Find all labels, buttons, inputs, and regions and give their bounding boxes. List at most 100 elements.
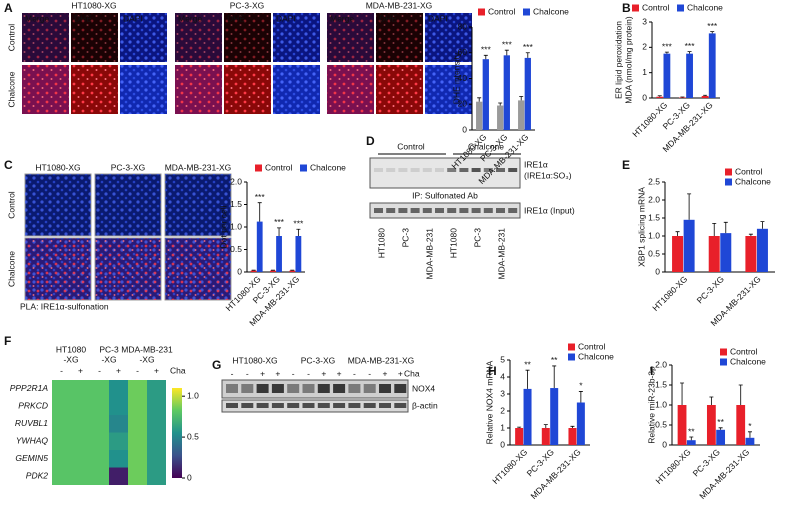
column-label: - bbox=[60, 365, 63, 375]
colorbar bbox=[172, 388, 182, 478]
error-bar bbox=[277, 227, 282, 236]
band bbox=[241, 403, 254, 408]
heatmap-cell bbox=[71, 380, 90, 398]
bar bbox=[256, 221, 263, 272]
bar bbox=[656, 96, 664, 98]
panel-letter: D bbox=[366, 134, 375, 148]
band bbox=[410, 208, 420, 213]
heatmap-cell bbox=[52, 415, 71, 433]
y-axis-label: XBP1 splicing mRNA bbox=[636, 187, 646, 267]
heatmap-cell bbox=[71, 467, 90, 485]
row-label: YWHAQ bbox=[16, 436, 49, 446]
band bbox=[256, 384, 269, 393]
caption: PLA: IRE1α-sulfonation bbox=[20, 301, 109, 311]
cell-line-label: HT1080-XG bbox=[71, 0, 116, 10]
lane-label: HT1080 bbox=[448, 228, 458, 259]
band-label: β-actin bbox=[412, 400, 438, 410]
legend-label: Control bbox=[578, 341, 606, 351]
bar bbox=[289, 270, 296, 272]
panel-letter: B bbox=[622, 1, 631, 15]
band bbox=[363, 384, 376, 393]
micrograph-signal bbox=[25, 238, 91, 300]
column-label: + bbox=[154, 365, 159, 375]
legend-swatch bbox=[568, 343, 575, 351]
y-tick-label: 4 bbox=[500, 371, 505, 381]
column-label: - bbox=[98, 365, 101, 375]
y-tick-label: 1 bbox=[500, 422, 505, 432]
y-axis-label: MDA (nmol/mg protein) bbox=[623, 16, 633, 104]
micrograph-signal bbox=[95, 174, 161, 236]
bar bbox=[270, 270, 276, 272]
significance: *** bbox=[255, 192, 266, 202]
band-label: NOX4 bbox=[412, 383, 435, 393]
bar bbox=[524, 57, 531, 130]
group-label: -XG bbox=[139, 354, 154, 364]
heatmap-cell bbox=[52, 432, 71, 450]
band bbox=[410, 168, 420, 172]
error-bar bbox=[477, 97, 482, 102]
micrograph-signal bbox=[175, 13, 222, 62]
heatmap-cell bbox=[147, 415, 166, 433]
bar bbox=[745, 236, 757, 272]
bar bbox=[686, 440, 696, 445]
legend-label: Chalcone bbox=[578, 351, 614, 361]
heatmap-cell bbox=[109, 467, 128, 485]
heatmap-cell bbox=[128, 432, 147, 450]
group-label: HT1080-XG bbox=[232, 355, 277, 365]
channel-label: DHE bbox=[74, 13, 92, 23]
group-label: PC-3 bbox=[99, 344, 119, 354]
error-bar bbox=[664, 51, 669, 54]
error-bar bbox=[504, 49, 509, 56]
micrograph-signal bbox=[71, 13, 118, 62]
band bbox=[394, 403, 407, 408]
band bbox=[508, 208, 518, 213]
bar bbox=[550, 388, 559, 445]
error-bar bbox=[525, 369, 530, 389]
bar bbox=[476, 101, 483, 130]
y-tick-label: 1.5 bbox=[648, 212, 660, 222]
error-bar bbox=[257, 202, 262, 222]
heatmap-cell bbox=[109, 415, 128, 433]
bar bbox=[708, 33, 716, 98]
row-label: PDK2 bbox=[26, 471, 48, 481]
bar bbox=[576, 402, 585, 445]
blot bbox=[369, 202, 521, 219]
legend-swatch bbox=[725, 168, 732, 176]
y-axis-label: Dot per cell bbox=[218, 205, 228, 248]
bar bbox=[541, 428, 550, 445]
legend-swatch bbox=[677, 4, 684, 12]
error-bar bbox=[657, 95, 662, 97]
error-bar bbox=[296, 228, 301, 236]
band bbox=[447, 168, 457, 172]
panel-letter: F bbox=[4, 334, 11, 348]
legend-label: Chalcone bbox=[735, 176, 771, 186]
micrograph-signal bbox=[22, 65, 69, 114]
treatment-label: + bbox=[383, 368, 388, 378]
bar bbox=[568, 428, 577, 445]
heatmap-cell bbox=[90, 467, 109, 485]
heatmap-cell bbox=[90, 432, 109, 450]
error-bar bbox=[748, 233, 753, 236]
heatmap-cell bbox=[52, 380, 71, 398]
micrograph-signal bbox=[273, 13, 320, 62]
treatment-label: - bbox=[368, 368, 371, 378]
row-label: Chalcone bbox=[6, 251, 16, 287]
micrograph-signal bbox=[327, 13, 374, 62]
column-label: - bbox=[136, 365, 139, 375]
error-bar bbox=[712, 223, 717, 236]
y-tick-label: 0 bbox=[462, 124, 467, 134]
band bbox=[386, 168, 396, 172]
legend-swatch bbox=[255, 164, 262, 172]
band bbox=[287, 403, 300, 408]
error-bar bbox=[578, 391, 583, 403]
error-bar bbox=[498, 102, 503, 106]
y-tick-label: 2.0 bbox=[648, 194, 660, 204]
y-tick-label: 1.0 bbox=[655, 399, 667, 409]
heatmap-cell bbox=[52, 450, 71, 468]
row-label: Cha bbox=[404, 368, 420, 378]
significance: *** bbox=[274, 217, 285, 227]
error-bar bbox=[738, 384, 743, 405]
error-bar bbox=[680, 96, 685, 98]
y-tick-label: 0 bbox=[500, 439, 505, 449]
bar bbox=[686, 53, 693, 98]
